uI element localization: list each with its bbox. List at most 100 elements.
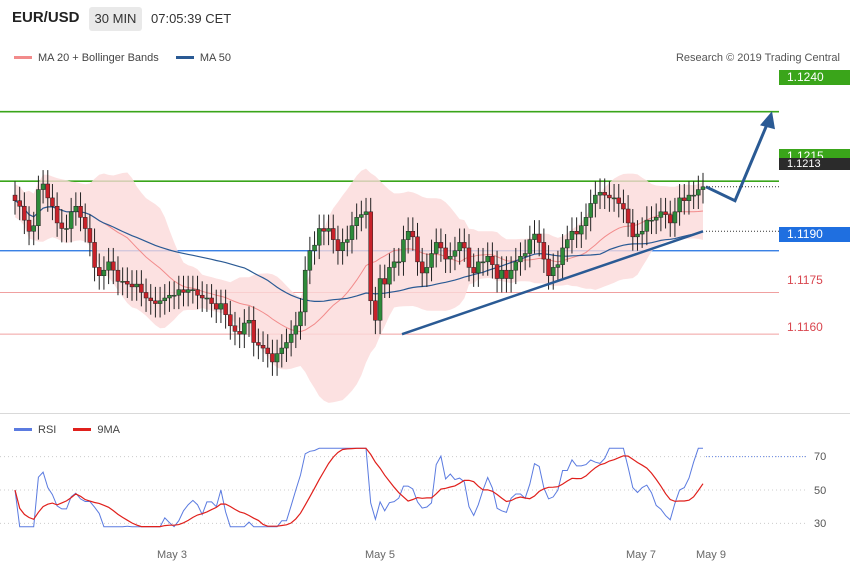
candle-body [387,267,392,285]
candle-body [143,292,149,299]
candle-body [312,244,317,251]
chart-header: EUR/USD 30 MIN 07:05:39 CET [0,0,850,40]
candle-body [68,211,74,229]
candle-body [199,294,205,299]
candle-body [677,197,682,213]
candle-body [396,261,402,264]
candle-body [59,222,65,229]
candle-body [218,303,224,310]
candle-body [31,225,36,232]
candle-body [686,194,692,201]
candle-body [359,214,364,218]
candle-body [242,322,247,335]
symbol-label: EUR/USD [12,9,80,26]
clock-label: 07:05:39 CET [151,11,232,26]
candle-body [64,228,69,230]
candle-body [237,331,242,335]
candle-body [302,269,308,313]
candle-body [129,283,135,288]
copyright-label: Research © 2019 Trading Central [675,52,840,64]
candle-body [639,231,645,235]
candle-body [316,228,322,246]
candle-body [307,250,313,271]
candle-body [527,239,533,254]
candle-body [148,297,153,302]
candle-body [157,300,163,304]
candle-body [260,345,266,349]
candle-body [246,319,252,324]
candle-body [419,261,425,274]
candle-body [565,239,570,249]
price-label-s1: 1.1175 [787,273,823,287]
rsi-tick-70: 70 [814,451,827,463]
candle-body [373,300,378,321]
candle-body [26,219,32,232]
candle-body [555,264,561,268]
candle-body [583,217,589,226]
x-tick-may9: May 9 [696,549,726,561]
candle-body [616,197,622,204]
projection-arrowhead [760,111,775,130]
candle-body [541,242,547,260]
candle-body [167,294,172,299]
candle-body [279,347,285,354]
candle-body [223,303,228,315]
candle-body [363,211,369,215]
candle-body [349,225,355,240]
candle-body [284,342,289,349]
candle-body [621,203,626,210]
candle-body [54,205,60,224]
candle-body [696,189,701,196]
candle-body [176,289,182,296]
candle-body [288,333,294,343]
candle-body [471,267,476,274]
x-tick-may5: May 5 [365,549,395,561]
candle-body [405,231,411,240]
candle-body [466,247,472,268]
candle-body [331,228,336,240]
candle-body [429,253,434,268]
candle-body [448,256,453,260]
timeframe-selector[interactable]: 30 MIN [89,7,142,31]
panel-divider [0,413,850,414]
candle-body [354,217,359,226]
candle-body [96,267,102,277]
candle-body [321,228,327,232]
legend-item-ma50: MA 50 [175,52,231,64]
legend-swatch-9ma [73,427,92,431]
candle-body [667,214,673,224]
legend-item-ma20: MA 20 + Bollinger Bands [14,52,159,64]
candle-body [658,211,664,218]
candle-body [574,231,579,235]
candle-body [494,264,500,279]
candle-body [550,267,556,277]
candle-body [153,300,158,304]
candle-body [602,192,607,196]
candle-body [204,297,210,300]
legend-item-rsi: RSI [14,424,56,436]
candle-body [111,261,116,271]
candle-body [17,200,22,207]
candle-body [368,211,373,302]
candle-body [274,353,280,363]
candle-body [232,325,238,332]
candle-body [579,225,584,235]
candle-body [490,256,495,265]
candle-body [125,281,130,285]
candle-body [518,256,523,263]
projection-line [705,116,772,203]
candle-body [410,231,416,238]
rsi-ma-line [14,447,704,528]
x-tick-may7: May 7 [626,549,656,561]
candle-body [522,253,528,257]
price-label-pivot: 1.1190 [779,227,850,242]
candle-body [476,261,481,274]
candle-body [424,267,430,274]
candle-body [452,250,458,257]
candle-body [92,242,97,268]
candle-body [298,311,303,327]
candle-body [251,319,256,343]
candle-body [101,269,107,277]
candle-body [504,269,509,279]
